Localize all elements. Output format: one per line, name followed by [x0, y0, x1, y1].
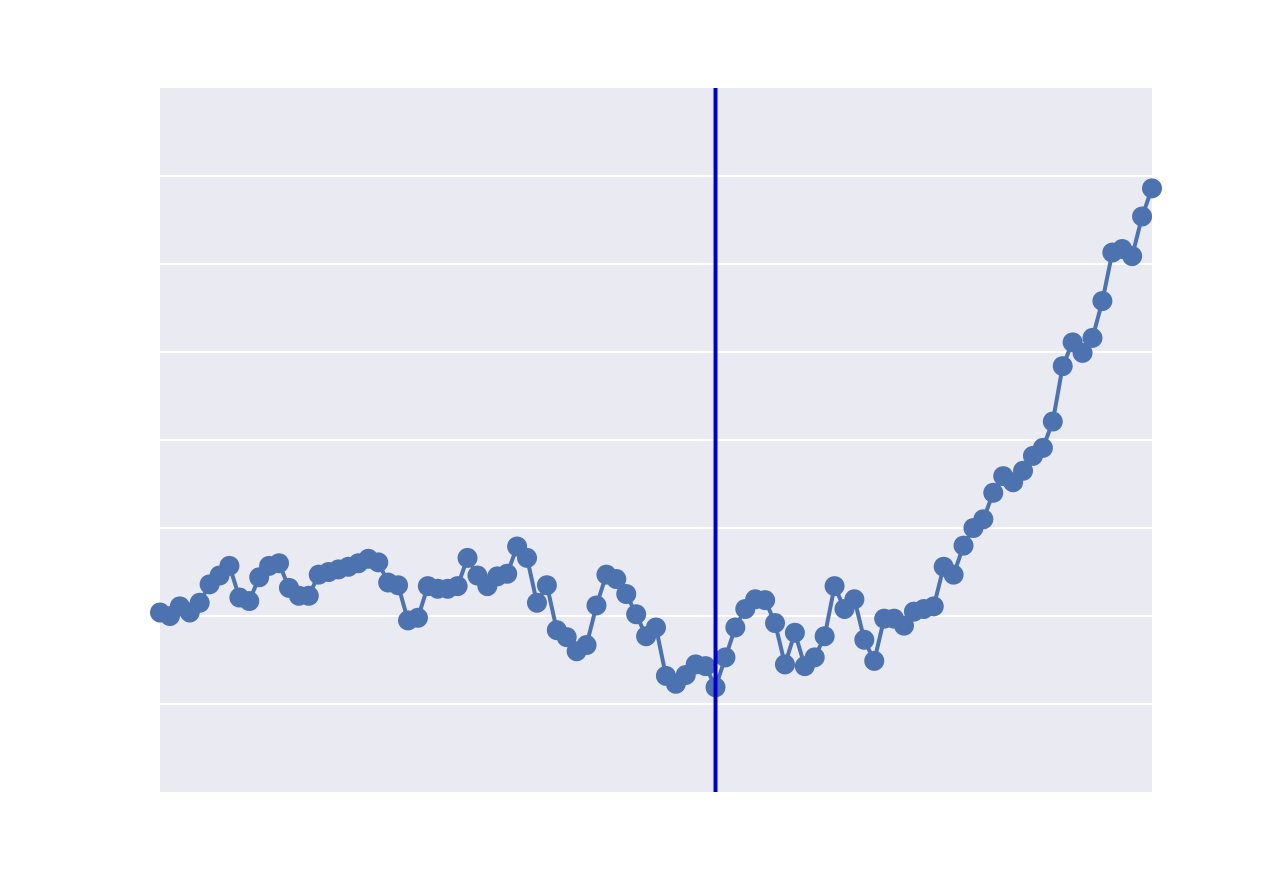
data-point-91	[1052, 356, 1073, 377]
data-point-46	[606, 569, 627, 590]
data-point-71	[854, 629, 875, 650]
data-series	[150, 178, 1162, 698]
data-point-63	[774, 654, 795, 675]
data-point-83	[973, 509, 994, 530]
data-point-66	[804, 647, 825, 668]
data-point-78	[923, 596, 944, 617]
data-point-72	[864, 650, 885, 671]
data-point-95	[1092, 290, 1113, 311]
data-point-41	[556, 627, 577, 648]
data-point-24	[388, 575, 409, 596]
data-point-81	[953, 535, 974, 556]
data-point-98	[1122, 246, 1143, 267]
data-point-90	[1042, 411, 1063, 432]
data-point-84	[983, 482, 1004, 503]
data-point-4	[189, 592, 210, 613]
data-point-55	[695, 656, 716, 677]
grid-lines	[160, 175, 1152, 705]
data-point-68	[824, 576, 845, 597]
data-point-50	[646, 617, 666, 638]
data-point-94	[1082, 327, 1103, 348]
data-point-7	[219, 555, 240, 576]
data-point-87	[1013, 460, 1034, 481]
data-point-61	[755, 590, 776, 611]
data-point-48	[626, 604, 647, 625]
data-point-39	[536, 575, 557, 596]
data-point-57	[715, 647, 736, 668]
data-point-64	[784, 622, 805, 643]
data-point-9	[239, 591, 260, 612]
data-point-70	[844, 589, 865, 610]
data-point-30	[447, 576, 468, 597]
data-point-38	[526, 592, 547, 613]
data-point-80	[943, 564, 964, 585]
data-point-22	[368, 552, 389, 573]
data-point-47	[616, 584, 637, 604]
data-point-99	[1132, 206, 1153, 227]
data-point-43	[576, 635, 597, 656]
data-point-44	[586, 595, 607, 616]
data-point-67	[814, 626, 835, 647]
data-point-75	[894, 615, 914, 636]
data-point-93	[1072, 342, 1093, 363]
data-point-100	[1142, 178, 1162, 199]
data-point-58	[725, 617, 746, 638]
data-point-26	[407, 607, 428, 628]
data-point-37	[517, 547, 538, 568]
data-point-35	[497, 563, 518, 584]
data-point-15	[298, 585, 319, 606]
data-point-62	[765, 613, 786, 634]
data-point-89	[1032, 437, 1053, 458]
data-point-12	[269, 553, 290, 574]
data-point-31	[457, 547, 478, 568]
